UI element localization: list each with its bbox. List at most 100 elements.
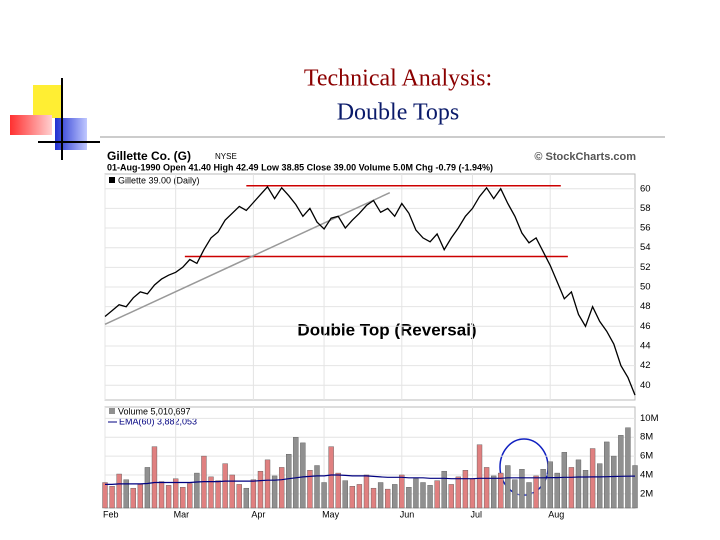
- legend-ema: EMA(60) 3,882,053: [119, 416, 197, 426]
- volume-bar: [215, 480, 221, 509]
- volume-bar: [151, 446, 158, 509]
- volume-bar: [505, 465, 511, 509]
- volume-bar: [469, 478, 476, 509]
- y2-tick-label: 4M: [640, 469, 653, 480]
- volume-bar: [625, 427, 631, 509]
- volume-bar: [490, 475, 497, 509]
- x-tick-label: Aug: [548, 509, 564, 519]
- volume-bar: [321, 482, 327, 509]
- quote: 01-Aug-1990 Open 41.40 High 42.49 Low 38…: [107, 162, 493, 172]
- volume-bar: [561, 452, 568, 509]
- volume-bar: [229, 474, 235, 509]
- volume-bar: [314, 465, 320, 509]
- volume-bar: [455, 476, 462, 509]
- volume-bar: [582, 470, 589, 509]
- volume-bar: [165, 485, 172, 509]
- volume-bar: [222, 463, 228, 509]
- volume-bar: [286, 453, 292, 509]
- volume-bar: [462, 470, 469, 509]
- volume-bar: [632, 465, 638, 509]
- volume-bar: [271, 475, 278, 509]
- volume-bar: [519, 469, 525, 509]
- volume-bar: [363, 474, 370, 509]
- volume-bar: [116, 473, 122, 509]
- chart-title: Gillette Co. (G): [107, 149, 191, 163]
- volume-bar: [554, 472, 560, 509]
- volume-bar: [596, 463, 603, 509]
- y2-tick-label: 8M: [640, 432, 653, 443]
- volume-bar: [377, 482, 384, 509]
- volume-bar: [102, 482, 108, 509]
- volume-bar: [109, 486, 115, 509]
- volume-bar: [123, 479, 129, 509]
- slide-title: Technical Analysis:: [304, 66, 492, 92]
- volume-bar: [300, 442, 306, 509]
- volume-bar: [356, 484, 363, 509]
- y-tick-label: 46: [640, 321, 651, 332]
- y2-tick-label: 2M: [640, 488, 653, 499]
- volume-bar: [575, 459, 582, 509]
- volume-bar: [427, 485, 433, 509]
- volume-bar: [293, 437, 299, 509]
- ema-line: [105, 474, 636, 485]
- volume-bar: [208, 476, 214, 509]
- legend-volume: Volume 5,010,697: [118, 406, 191, 416]
- volume-bar: [420, 482, 426, 509]
- volume-bar: [434, 480, 440, 509]
- x-tick-label: Mar: [174, 509, 190, 519]
- x-tick-label: Jul: [470, 509, 482, 519]
- y-tick-label: 54: [640, 242, 651, 253]
- volume-bar: [392, 484, 398, 509]
- volume-bar: [349, 486, 356, 509]
- volume-bar: [144, 467, 151, 509]
- price-line: [104, 185, 636, 396]
- y-tick-label: 56: [640, 223, 651, 234]
- volume-bar: [441, 470, 447, 509]
- volume-bar: [611, 455, 617, 509]
- volume-bar: [406, 487, 412, 509]
- x-tick-label: Feb: [103, 509, 119, 519]
- volume-bar: [335, 472, 341, 509]
- volume-bar: [413, 478, 419, 509]
- reference-line: [104, 191, 391, 326]
- y-tick-label: 52: [640, 262, 651, 273]
- x-tick-label: Jun: [400, 509, 415, 519]
- deco-yellow: [33, 85, 63, 118]
- volume-bar: [483, 467, 490, 509]
- deco-blue: [55, 118, 87, 150]
- volume-bar: [526, 482, 532, 509]
- y-tick-label: 48: [640, 301, 651, 312]
- deco-pink: [10, 115, 52, 135]
- volume-bar: [278, 467, 285, 509]
- source: © StockCharts.com: [534, 151, 636, 163]
- slide-subtitle: Double Tops: [337, 100, 460, 126]
- y-tick-label: 42: [640, 360, 651, 371]
- legend-swatch: [109, 177, 115, 183]
- volume-bar: [568, 467, 575, 509]
- volume-bar: [498, 472, 504, 509]
- volume-bar: [130, 487, 136, 509]
- y-tick-label: 40: [640, 380, 651, 391]
- exchange: NYSE: [215, 152, 237, 161]
- volume-bar: [307, 470, 313, 509]
- volume-bar: [448, 484, 454, 509]
- volume-bar: [399, 474, 405, 509]
- volume-bar: [180, 487, 186, 509]
- legend-swatch: [109, 408, 115, 414]
- volume-bar: [137, 484, 144, 509]
- volume-bar: [158, 481, 165, 509]
- volume-bar: [533, 475, 539, 509]
- y-tick-label: 60: [640, 183, 651, 194]
- volume-bar: [342, 480, 348, 509]
- volume-bar: [618, 435, 624, 509]
- volume-bar: [172, 478, 179, 509]
- volume-bar: [328, 446, 334, 509]
- volume-bar: [384, 488, 391, 509]
- volume-bar: [236, 484, 242, 509]
- volume-bar: [604, 441, 610, 509]
- x-tick-label: May: [322, 509, 340, 519]
- volume-bar: [243, 487, 250, 509]
- y-tick-label: 58: [640, 203, 651, 214]
- volume-bar: [547, 461, 553, 509]
